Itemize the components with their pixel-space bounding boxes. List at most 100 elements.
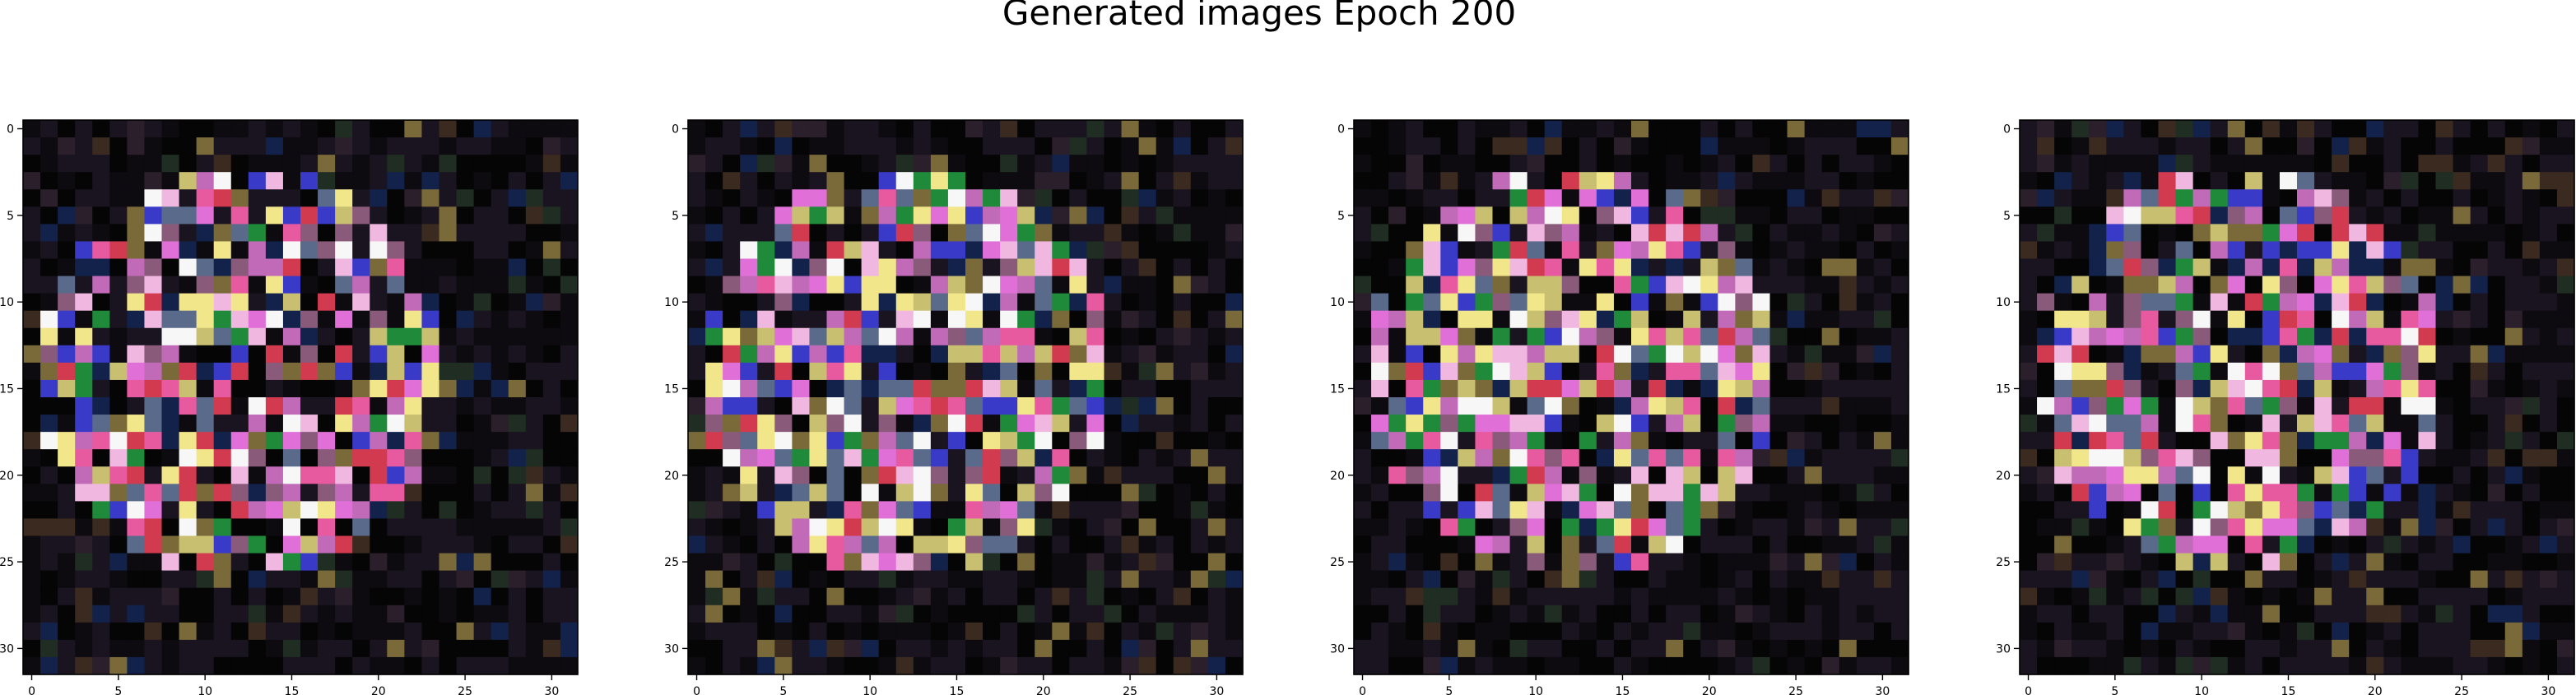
pixel-cell: [1544, 345, 1563, 364]
pixel-cell: [1613, 535, 1632, 554]
pixel-cell: [2037, 605, 2055, 623]
pixel-cell: [2383, 276, 2402, 294]
pixel-cell: [930, 224, 949, 243]
pixel-cell: [2366, 605, 2384, 623]
pixel-cell: [525, 449, 544, 467]
pixel-cell: [352, 345, 370, 364]
pixel-cell: [1086, 605, 1105, 623]
pixel-cell: [1839, 415, 1858, 433]
pixel-cell: [2435, 155, 2454, 173]
pixel-cell: [2453, 189, 2471, 207]
pixel-cell: [2141, 293, 2160, 312]
pixel-cell: [809, 120, 828, 138]
pixel-cell: [947, 155, 966, 173]
pixel-cell: [2141, 327, 2160, 346]
pixel-cell: [127, 605, 146, 623]
pixel-cell: [23, 241, 41, 260]
pixel-cell: [387, 535, 405, 554]
pixel-cell: [508, 605, 527, 623]
pixel-cell: [23, 639, 41, 658]
pixel-cell: [1839, 120, 1858, 138]
pixel-cell: [1035, 639, 1053, 658]
pixel-cell: [161, 622, 180, 641]
pixel-cell: [1839, 310, 1858, 329]
pixel-cell: [2556, 241, 2575, 260]
pixel-cell: [2141, 362, 2160, 381]
y-tick-label: 0: [7, 123, 14, 137]
pixel-cell: [1804, 206, 1823, 225]
pixel-cell: [1648, 172, 1667, 190]
pixel-cell: [318, 553, 336, 572]
pixel-cell: [1458, 397, 1476, 415]
pixel-cell: [861, 449, 880, 467]
pixel-cell: [1527, 310, 1546, 329]
pixel-cell: [1035, 656, 1053, 675]
pixel-cell: [542, 639, 561, 658]
pixel-cell: [1121, 622, 1140, 641]
pixel-cell: [1069, 241, 1088, 260]
pixel-cell: [2470, 415, 2489, 433]
pixel-cell: [1458, 501, 1476, 520]
pixel-cell: [1017, 553, 1035, 572]
pixel-cell: [2158, 224, 2177, 243]
pixel-cell: [2123, 484, 2142, 502]
pixel-cell: [930, 206, 949, 225]
pixel-cell: [1052, 518, 1070, 537]
pixel-cell: [965, 206, 983, 225]
pixel-cell: [1354, 293, 1372, 312]
pixel-cell: [127, 327, 146, 346]
pixel-cell: [2366, 224, 2384, 243]
pixel-cell: [40, 120, 58, 138]
pixel-cell: [983, 415, 1001, 433]
pixel-cell: [2556, 449, 2575, 467]
pixel-cell: [248, 327, 267, 346]
pixel-cell: [109, 155, 128, 173]
pixel-cell: [2418, 605, 2437, 623]
pixel-cell: [1890, 224, 1909, 243]
pixel-cell: [75, 484, 93, 502]
pixel-cell: [2487, 432, 2506, 450]
pixel-cell: [2020, 258, 2038, 277]
pixel-cell: [2227, 501, 2246, 520]
pixel-cell: [1138, 137, 1157, 155]
pixel-cell: [2244, 415, 2263, 433]
x-tick-label: 20: [2368, 685, 2383, 695]
pixel-cell: [525, 432, 544, 450]
pixel-cell: [1821, 362, 1840, 381]
pixel-cell: [2435, 535, 2454, 554]
pixel-cell: [1666, 415, 1684, 433]
pixel-cell: [1804, 449, 1823, 467]
pixel-cell: [844, 605, 863, 623]
pixel-cell: [1718, 501, 1736, 520]
pixel-cell: [1856, 120, 1875, 138]
pixel-cell: [179, 189, 198, 207]
pixel-cell: [1890, 345, 1909, 364]
pixel-cell: [1354, 258, 1372, 277]
pixel-cell: [809, 415, 828, 433]
pixel-cell: [2539, 656, 2558, 675]
pixel-cell: [2106, 206, 2124, 225]
pixel-cell: [1769, 587, 1788, 606]
pixel-cell: [2227, 189, 2246, 207]
pixel-cell: [809, 276, 828, 294]
pixel-cell: [2192, 379, 2211, 398]
pixel-cell: [144, 155, 163, 173]
pixel-cell: [1440, 535, 1458, 554]
pixel-cell: [2210, 241, 2229, 260]
pixel-cell: [161, 656, 180, 675]
pixel-cell: [265, 224, 284, 243]
pixel-cell: [878, 276, 897, 294]
pixel-cell: [248, 276, 267, 294]
pixel-cell: [196, 605, 215, 623]
y-tick-label: 5: [7, 210, 14, 223]
pixel-cell: [1000, 362, 1018, 381]
pixel-cell: [352, 120, 370, 138]
pixel-cell: [2332, 397, 2350, 415]
pixel-cell: [2470, 120, 2489, 138]
pixel-cell: [2244, 397, 2263, 415]
pixel-cell: [1804, 639, 1823, 658]
pixel-cell: [2262, 605, 2281, 623]
pixel-cell: [370, 345, 388, 364]
pixel-cell: [1509, 466, 1528, 484]
pixel-cell: [1890, 362, 1909, 381]
